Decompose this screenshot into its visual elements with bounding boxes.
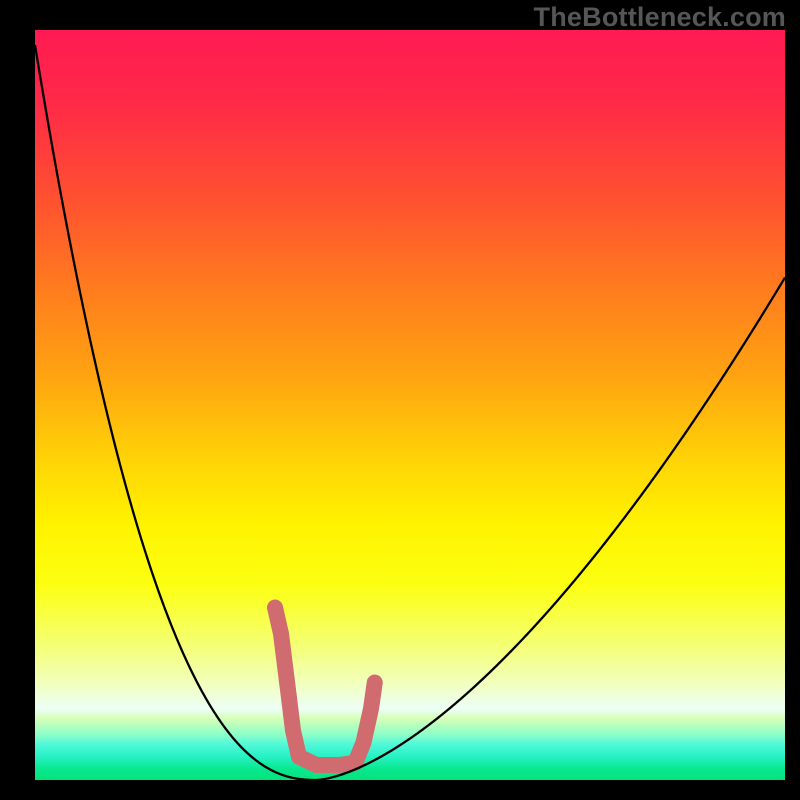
gradient-background <box>35 30 785 780</box>
chart-svg <box>0 0 800 800</box>
chart-frame: TheBottleneck.com <box>0 0 800 800</box>
